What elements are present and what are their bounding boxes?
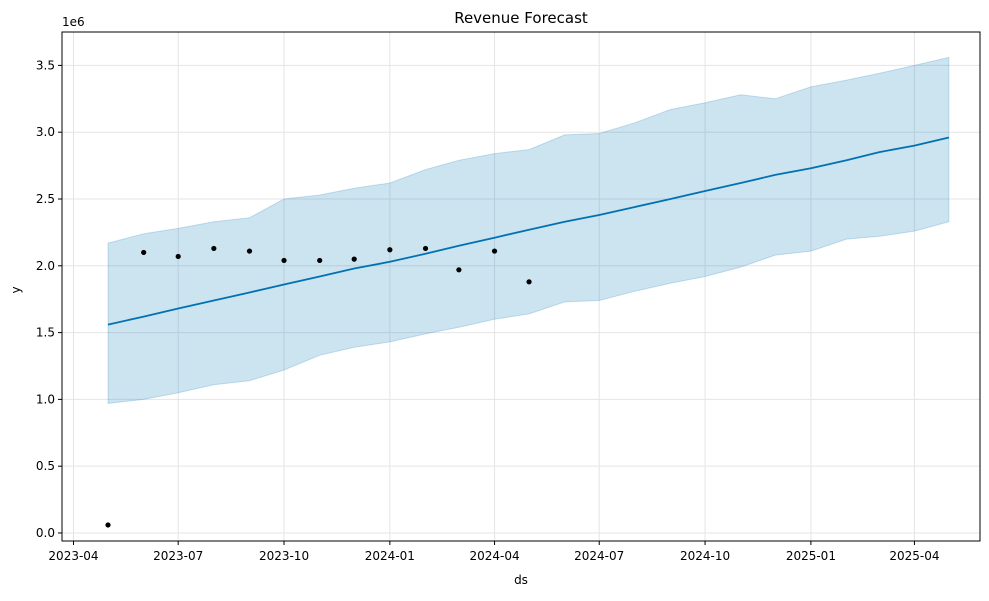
y-tick-label: 0.0 — [36, 526, 55, 540]
x-axis-label: ds — [514, 573, 528, 587]
chart-title: Revenue Forecast — [454, 9, 588, 27]
y-tick-label: 3.0 — [36, 125, 55, 139]
actual-data-point — [211, 245, 217, 252]
actual-data-point — [317, 257, 323, 264]
actual-data-point — [456, 267, 462, 273]
actual-data-point — [351, 256, 357, 262]
y-tick-label: 0.5 — [36, 459, 55, 473]
y-tick-label: 2.0 — [36, 259, 55, 273]
y-tick-label: 1.0 — [36, 392, 55, 406]
actual-data-point — [422, 245, 429, 252]
y-axis-label: y — [9, 286, 23, 293]
grid-layer — [62, 32, 980, 541]
x-tick-label: 2023-04 — [48, 549, 98, 563]
x-tick-label: 2024-10 — [680, 549, 730, 563]
actual-data-point — [281, 257, 287, 264]
y-tick-label: 3.5 — [36, 58, 55, 72]
y-tick-label: 1.5 — [36, 326, 55, 340]
actual-data-point — [491, 248, 498, 254]
x-tick-label: 2023-07 — [153, 549, 203, 563]
actual-data-point — [105, 522, 111, 528]
x-tick-label: 2024-04 — [469, 549, 519, 563]
x-tick-label: 2024-01 — [365, 549, 415, 563]
actual-data-point — [526, 279, 532, 285]
actual-data-point — [141, 249, 147, 256]
actual-points-layer — [105, 245, 532, 528]
x-tick-label: 2025-04 — [889, 549, 939, 563]
y-tick-label: 2.5 — [36, 192, 55, 206]
plot-frame — [61, 31, 981, 542]
actual-data-point — [246, 248, 253, 254]
actual-data-point — [175, 253, 181, 260]
x-tick-label: 2024-07 — [574, 549, 624, 563]
forecast-line — [107, 136, 950, 326]
y-axis-ticks: 0.0 0.5 1.0 1.5 2.0 2.5 3.0 3.5 — [36, 58, 62, 540]
x-tick-label: 2025-01 — [786, 549, 836, 563]
y-axis-scale-note: 1e6 — [62, 15, 85, 29]
actual-data-point — [387, 247, 393, 253]
x-axis-ticks: 2023-04 2023-07 2023-10 2024-01 2024-04 2024-… — [48, 541, 939, 563]
x-tick-label: 2023-10 — [259, 549, 309, 563]
